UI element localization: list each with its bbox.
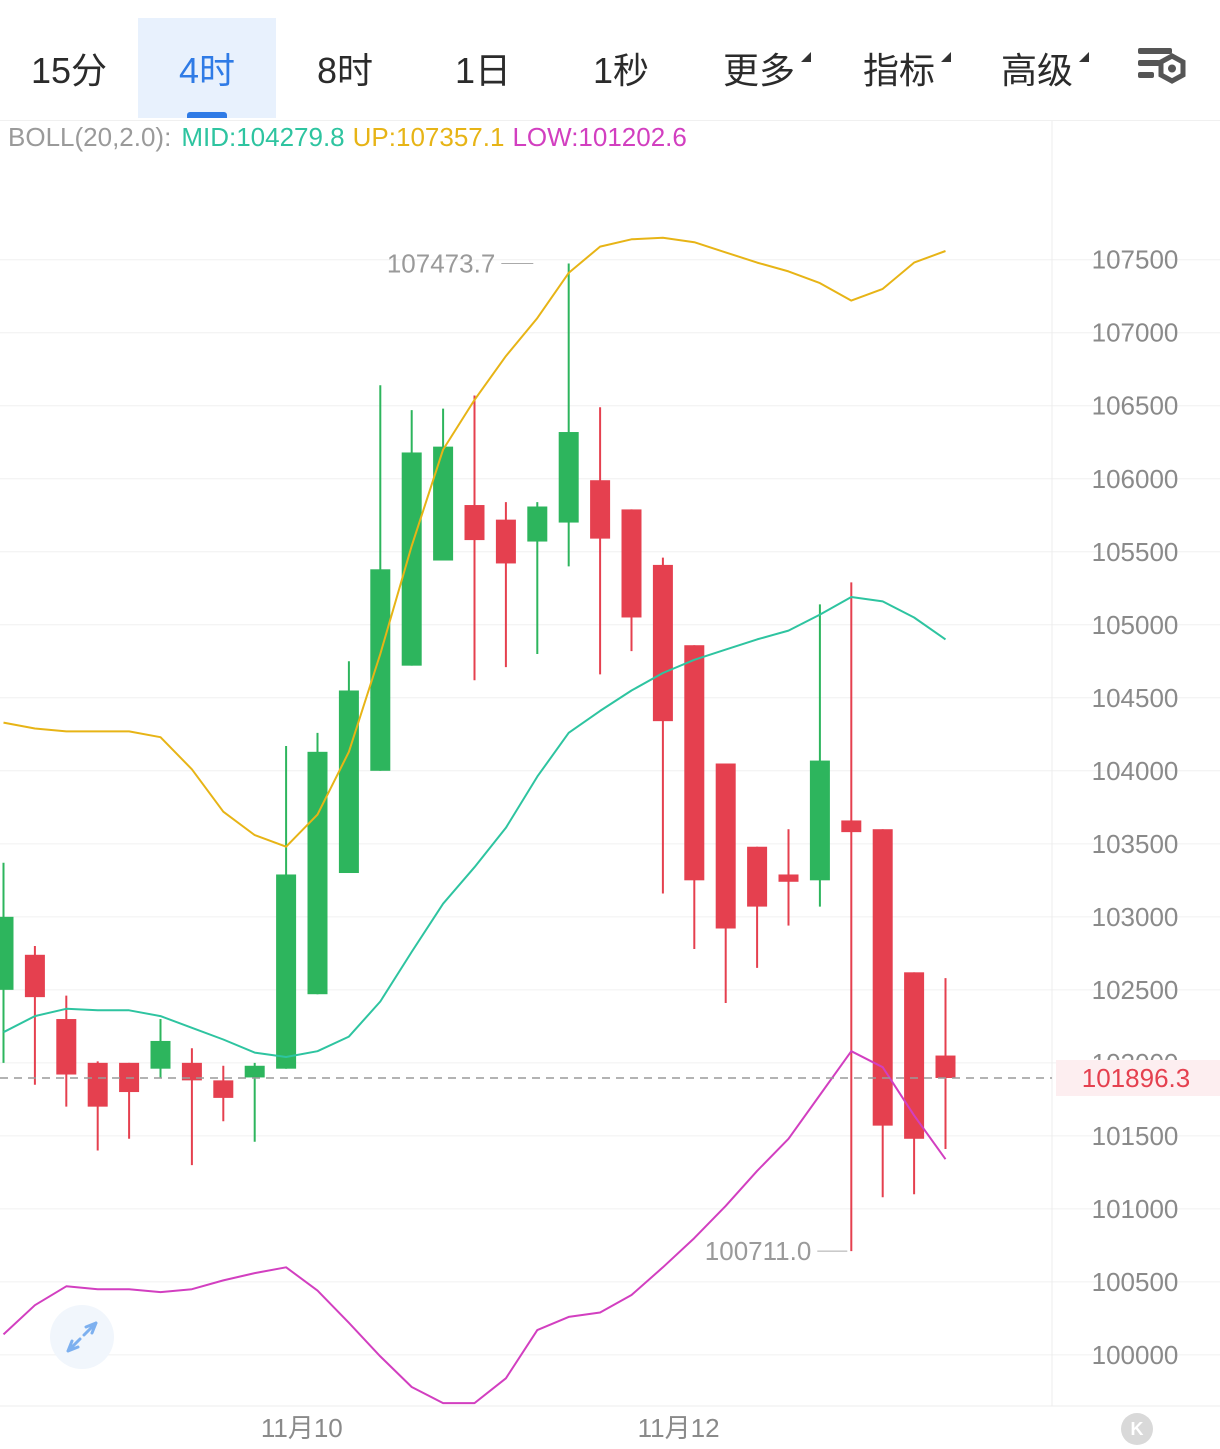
candle-body — [464, 505, 485, 541]
tab-5[interactable]: 更多 — [690, 18, 828, 118]
candle-body — [338, 690, 359, 874]
current-price-tag — [1056, 1059, 1220, 1096]
dropdown-caret-icon — [1079, 52, 1089, 62]
y-tick-label: 103500 — [1092, 829, 1179, 859]
candle-body — [841, 820, 862, 833]
candle-body — [276, 874, 297, 1069]
candle-body — [527, 506, 548, 542]
candle-body — [433, 446, 454, 561]
y-tick-label: 104000 — [1092, 756, 1179, 786]
boll-mid: MID:104279.8 — [181, 122, 345, 152]
candle-body — [87, 1062, 108, 1107]
candle-body — [747, 846, 768, 907]
x-tick-label: 11月10 — [261, 1413, 343, 1443]
tab-7[interactable]: 高级 — [968, 18, 1106, 118]
tab-2[interactable]: 8时 — [276, 18, 414, 118]
boll-low: LOW:101202.6 — [512, 122, 687, 152]
candle-body — [558, 432, 579, 523]
x-tick-label: 11月12 — [638, 1413, 720, 1443]
candle-body — [495, 519, 516, 564]
y-tick-label: 106500 — [1092, 391, 1179, 421]
dropdown-caret-icon — [801, 52, 811, 62]
candle-body — [809, 760, 830, 881]
expand-arrows-icon — [66, 1321, 98, 1353]
candle-body — [213, 1080, 234, 1098]
expand-chart-button[interactable] — [50, 1305, 114, 1369]
timeframe-tabbar: 15分 4时 8时 1日 1秒 更多 指标 高级 — [0, 0, 1220, 120]
tab-4[interactable]: 1秒 — [552, 18, 690, 118]
candle-body — [935, 1055, 956, 1078]
boll-name: BOLL(20,2.0): — [8, 122, 172, 152]
low-marker-label: 100711.0 — [705, 1236, 812, 1266]
y-tick-label: 102500 — [1092, 975, 1179, 1005]
candle-body — [244, 1065, 265, 1078]
tab-label: 更多 — [723, 42, 811, 94]
tab-3[interactable]: 1日 — [414, 18, 552, 118]
candle-body — [652, 564, 673, 722]
tab-label: 指标 — [863, 42, 951, 94]
tab-label: 15分 — [30, 50, 108, 91]
tabbar-divider — [0, 120, 1220, 121]
y-tick-label: 107500 — [1092, 245, 1179, 275]
y-tick-label: 101500 — [1092, 1121, 1179, 1151]
current-price-label: 101896.3 — [1082, 1063, 1190, 1093]
candle-body — [904, 972, 925, 1139]
chart-settings-icon[interactable] — [1132, 42, 1192, 92]
y-tick-label: 107000 — [1092, 318, 1179, 348]
candle-body — [24, 954, 45, 998]
boll-mid-line — [3, 596, 947, 1058]
high-marker-label: 107473.7 — [387, 249, 495, 279]
candle-body — [181, 1062, 202, 1081]
tab-label: 1秒 — [592, 50, 650, 91]
active-tab-indicator — [187, 112, 227, 118]
tab-label: 4时 — [178, 50, 236, 91]
y-tick-label: 101000 — [1092, 1194, 1179, 1224]
candle-body — [401, 452, 422, 666]
candle-body — [370, 569, 391, 771]
boll-low-line — [2, 1050, 947, 1405]
candle-body — [56, 1019, 77, 1075]
boll-up-line — [3, 236, 946, 848]
tab-1[interactable]: 4时 — [138, 18, 276, 118]
tab-6[interactable]: 指标 — [830, 18, 968, 118]
candle-body — [307, 751, 328, 995]
candle-body — [778, 874, 799, 882]
y-tick-label: 106000 — [1092, 464, 1179, 494]
y-tick-label: 105000 — [1092, 610, 1179, 640]
tab-label: 8时 — [316, 50, 374, 91]
y-tick-label: 104500 — [1092, 683, 1179, 713]
y-tick-label: 103000 — [1092, 902, 1179, 932]
candle-body — [621, 509, 642, 618]
candle-body — [715, 763, 736, 929]
k-button[interactable]: K — [1121, 1413, 1153, 1445]
boll-legend: BOLL(20,2.0): MID:104279.8 UP:107357.1 LOW:… — [8, 122, 695, 153]
candle-body — [150, 1040, 171, 1069]
candle-body — [590, 480, 611, 539]
boll-up: UP:107357.1 — [352, 122, 505, 152]
y-tick-label: 100000 — [1092, 1340, 1179, 1370]
y-tick-label: 105500 — [1092, 537, 1179, 567]
candle-body — [872, 829, 893, 1126]
tab-label: 高级 — [1001, 42, 1089, 94]
tab-0[interactable]: 15分 — [0, 18, 138, 118]
tab-label: 1日 — [454, 50, 512, 91]
dropdown-caret-icon — [941, 52, 951, 62]
candle-body — [0, 916, 14, 990]
y-tick-label: 100500 — [1092, 1267, 1179, 1297]
candle-body — [684, 645, 705, 881]
